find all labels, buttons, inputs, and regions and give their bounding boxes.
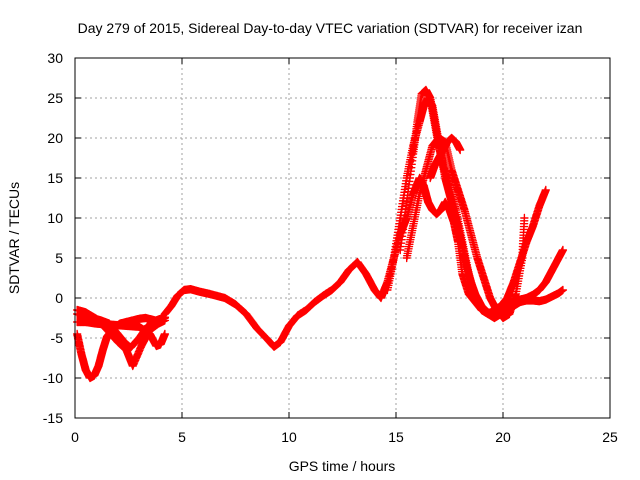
marker-trace [402, 133, 529, 323]
y-tick-label: 20 [47, 130, 63, 146]
y-tick-label: 30 [47, 50, 63, 66]
chart-title: Day 279 of 2015, Sidereal Day-to-day VTE… [78, 20, 583, 36]
y-tick-label: 25 [47, 90, 63, 106]
y-axis-label: SDTVAR / TECUs [6, 182, 22, 294]
y-tick-label: -15 [43, 410, 63, 426]
axis-ticks: 0 5 10 15 20 25 -15 -10 -5 0 5 10 15 20 25 30 [43, 50, 618, 445]
plot-frame [74, 57, 611, 419]
series-track-8 [402, 133, 529, 323]
x-tick-label: 20 [495, 429, 511, 445]
x-axis-label: GPS time / hours [289, 458, 396, 474]
y-tick-label: 10 [47, 210, 63, 226]
data-series-group [72, 85, 568, 383]
y-tick-label: -10 [43, 370, 63, 386]
series-track-9 [426, 133, 465, 183]
y-tick-label: 15 [47, 170, 63, 186]
marker-trace [160, 173, 568, 351]
series-track-4 [72, 317, 170, 351]
y-tick-label: 5 [55, 250, 63, 266]
x-tick-label: 0 [71, 429, 79, 445]
marker-trace [72, 317, 170, 351]
x-tick-label: 10 [281, 429, 297, 445]
y-tick-label: -5 [51, 330, 64, 346]
marker-trace [426, 133, 465, 183]
x-tick-label: 25 [602, 429, 618, 445]
y-tick-label: 0 [55, 290, 63, 306]
x-tick-label: 15 [388, 429, 404, 445]
x-tick-label: 5 [178, 429, 186, 445]
series-track-5 [160, 173, 568, 351]
